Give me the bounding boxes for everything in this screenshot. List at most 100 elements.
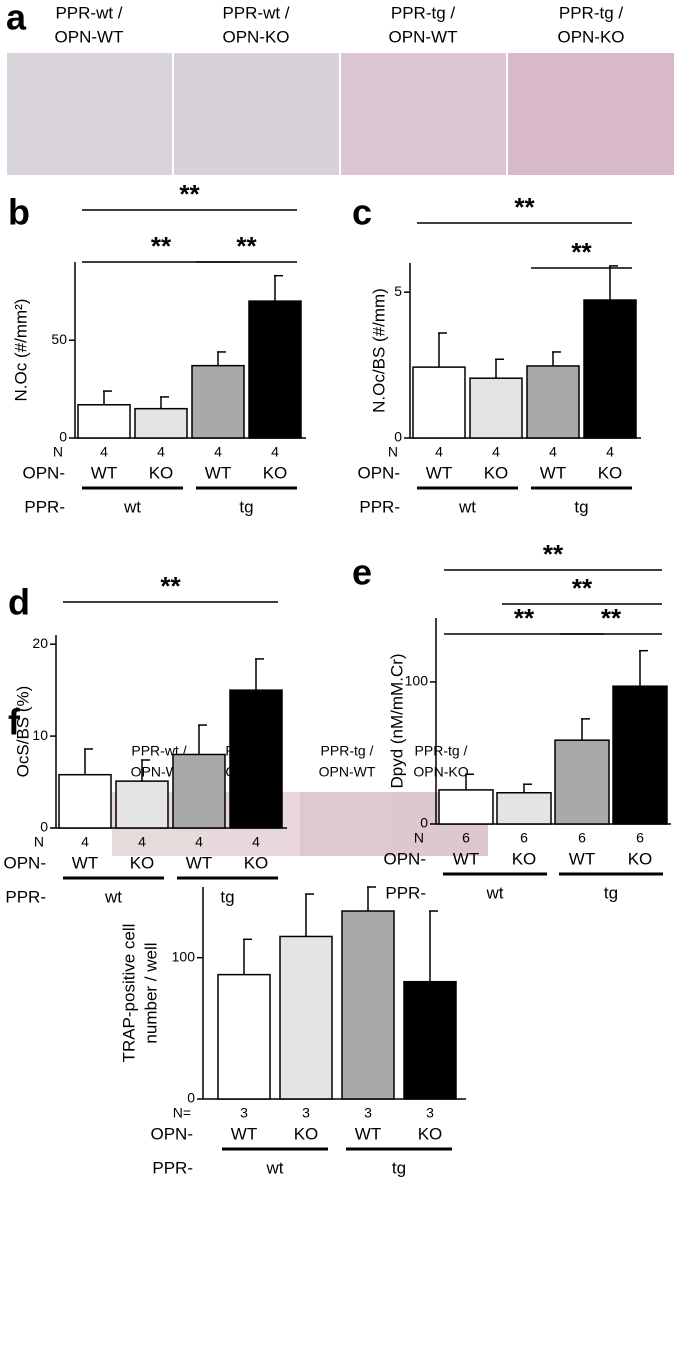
ppr-label: PPR- xyxy=(359,497,400,516)
group-label: tg xyxy=(392,1158,406,1177)
image-label: OPN-KO xyxy=(557,27,624,46)
significance-label: ** xyxy=(601,603,622,633)
bar xyxy=(134,407,188,439)
n-count: 4 xyxy=(492,444,500,460)
image-label: PPR-tg / xyxy=(559,3,624,22)
y-tick-label: 20 xyxy=(32,635,48,651)
n-count: 4 xyxy=(549,444,557,460)
ppr-label: PPR- xyxy=(385,883,426,902)
image-label: OPN-WT xyxy=(389,27,458,46)
histology-image xyxy=(508,53,674,175)
image-label: OPN-KO xyxy=(222,27,289,46)
panel-letter: d xyxy=(8,582,30,623)
n-count: 4 xyxy=(100,444,108,460)
significance-label: ** xyxy=(160,571,181,601)
x-tick-label: WT xyxy=(355,1124,381,1143)
x-tick-label: KO xyxy=(418,1124,443,1143)
x-tick-label: KO xyxy=(484,463,509,482)
significance-label: ** xyxy=(571,237,592,267)
n-count: 6 xyxy=(636,830,644,846)
panel-letter: f xyxy=(8,702,21,743)
y-axis-label: TRAP-positive cell xyxy=(119,924,138,1063)
y-axis-label: Dpyd (nM/mM.Cr) xyxy=(387,653,406,788)
n-count: 4 xyxy=(435,444,443,460)
x-tick-label: KO xyxy=(628,849,653,868)
x-tick-label: KO xyxy=(598,463,623,482)
bar xyxy=(172,753,226,829)
n-count: 3 xyxy=(364,1105,372,1121)
bar xyxy=(526,365,580,439)
opn-label: OPN- xyxy=(23,463,66,482)
x-tick-label: WT xyxy=(231,1124,257,1143)
bar xyxy=(612,685,668,825)
image-label: OPN-WT xyxy=(319,764,376,780)
n-count: 4 xyxy=(606,444,614,460)
bar xyxy=(191,364,245,439)
bar xyxy=(115,780,169,829)
x-tick-label: WT xyxy=(426,463,452,482)
x-tick-label: WT xyxy=(72,853,98,872)
n-count: 6 xyxy=(462,830,470,846)
panel-letter: b xyxy=(8,192,30,233)
x-tick-label: WT xyxy=(186,853,212,872)
ppr-label: PPR- xyxy=(24,497,65,516)
n-count: 4 xyxy=(81,834,89,850)
bar xyxy=(248,300,302,439)
group-label: tg xyxy=(220,887,234,906)
significance-label: ** xyxy=(151,231,172,261)
significance-label: ** xyxy=(543,539,564,569)
x-tick-label: KO xyxy=(512,849,537,868)
opn-label: OPN- xyxy=(151,1124,194,1143)
image-label: PPR-wt / xyxy=(222,3,289,22)
n-label: N xyxy=(53,444,63,460)
image-label: PPR-tg / xyxy=(415,743,468,759)
panel-letter: a xyxy=(6,0,27,38)
y-tick-label: 50 xyxy=(51,331,67,347)
y-tick-label: 0 xyxy=(40,819,48,835)
bar xyxy=(77,404,131,439)
n-label: N xyxy=(414,830,424,846)
image-label: OPN-KO xyxy=(413,764,468,780)
group-label: wt xyxy=(458,497,476,516)
x-tick-label: KO xyxy=(130,853,155,872)
group-label: tg xyxy=(604,883,618,902)
y-tick-label: 10 xyxy=(32,727,48,743)
y-axis-label: OcS/BS (%) xyxy=(13,686,32,778)
y-axis-label: N.Oc/BS (#/mm) xyxy=(369,288,388,413)
culture-image xyxy=(300,792,394,856)
y-axis-label: number / well xyxy=(141,942,160,1043)
group-label: wt xyxy=(266,1158,284,1177)
x-tick-label: KO xyxy=(294,1124,319,1143)
x-tick-label: WT xyxy=(205,463,231,482)
n-label: N xyxy=(34,834,44,850)
n-count: 4 xyxy=(138,834,146,850)
bar xyxy=(229,689,283,829)
x-tick-label: WT xyxy=(540,463,566,482)
group-label: wt xyxy=(123,497,141,516)
x-tick-label: WT xyxy=(453,849,479,868)
ppr-label: PPR- xyxy=(5,887,46,906)
n-count: 4 xyxy=(157,444,165,460)
n-label: N xyxy=(388,444,398,460)
histology-image xyxy=(7,53,172,175)
bar xyxy=(341,910,395,1100)
x-tick-label: KO xyxy=(263,463,288,482)
panel-letter: c xyxy=(352,192,372,233)
x-tick-label: WT xyxy=(569,849,595,868)
significance-label: ** xyxy=(514,603,535,633)
y-tick-label: 5 xyxy=(394,283,402,299)
bar xyxy=(554,739,610,825)
x-tick-label: WT xyxy=(91,463,117,482)
image-label: OPN-WT xyxy=(55,27,124,46)
histology-image xyxy=(341,53,506,175)
group-label: tg xyxy=(574,497,588,516)
histology-image xyxy=(174,53,339,175)
x-tick-label: KO xyxy=(244,853,269,872)
n-label: N= xyxy=(173,1105,191,1121)
y-tick-label: 0 xyxy=(59,429,67,445)
y-tick-label: 100 xyxy=(405,673,429,689)
x-tick-label: KO xyxy=(149,463,174,482)
bar xyxy=(58,773,112,829)
bar xyxy=(217,973,271,1100)
